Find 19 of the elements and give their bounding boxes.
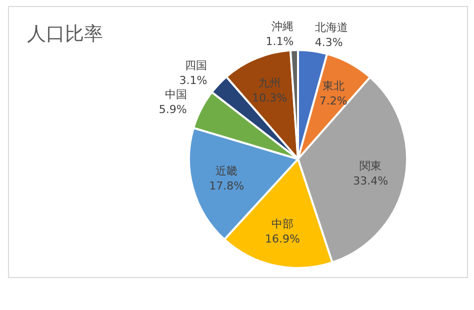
slice-label: 沖縄 (272, 20, 294, 33)
slice-label: 関東 (360, 160, 382, 173)
slice-label: 近畿 (216, 164, 238, 178)
chart-title: 人口比率 (27, 22, 103, 47)
data-label: 1.1% (266, 34, 294, 48)
slice-label: 北海道 (314, 21, 348, 34)
data-label: 4.3% (314, 36, 343, 49)
slice-label: 中国 (164, 88, 187, 101)
data-label: 17.8% (209, 180, 244, 193)
slice-label: 九州 (258, 76, 281, 90)
data-label: 5.9% (158, 102, 187, 116)
data-label: 10.3% (252, 91, 288, 104)
data-label: 3.1% (179, 74, 208, 88)
data-label: 16.9% (265, 232, 300, 246)
data-label: 33.4% (353, 174, 388, 188)
slice-label: 中部 (272, 217, 294, 230)
slice-label: 四国 (185, 59, 208, 72)
data-label: 7.2% (319, 94, 348, 108)
slice-label: 東北 (322, 80, 344, 93)
